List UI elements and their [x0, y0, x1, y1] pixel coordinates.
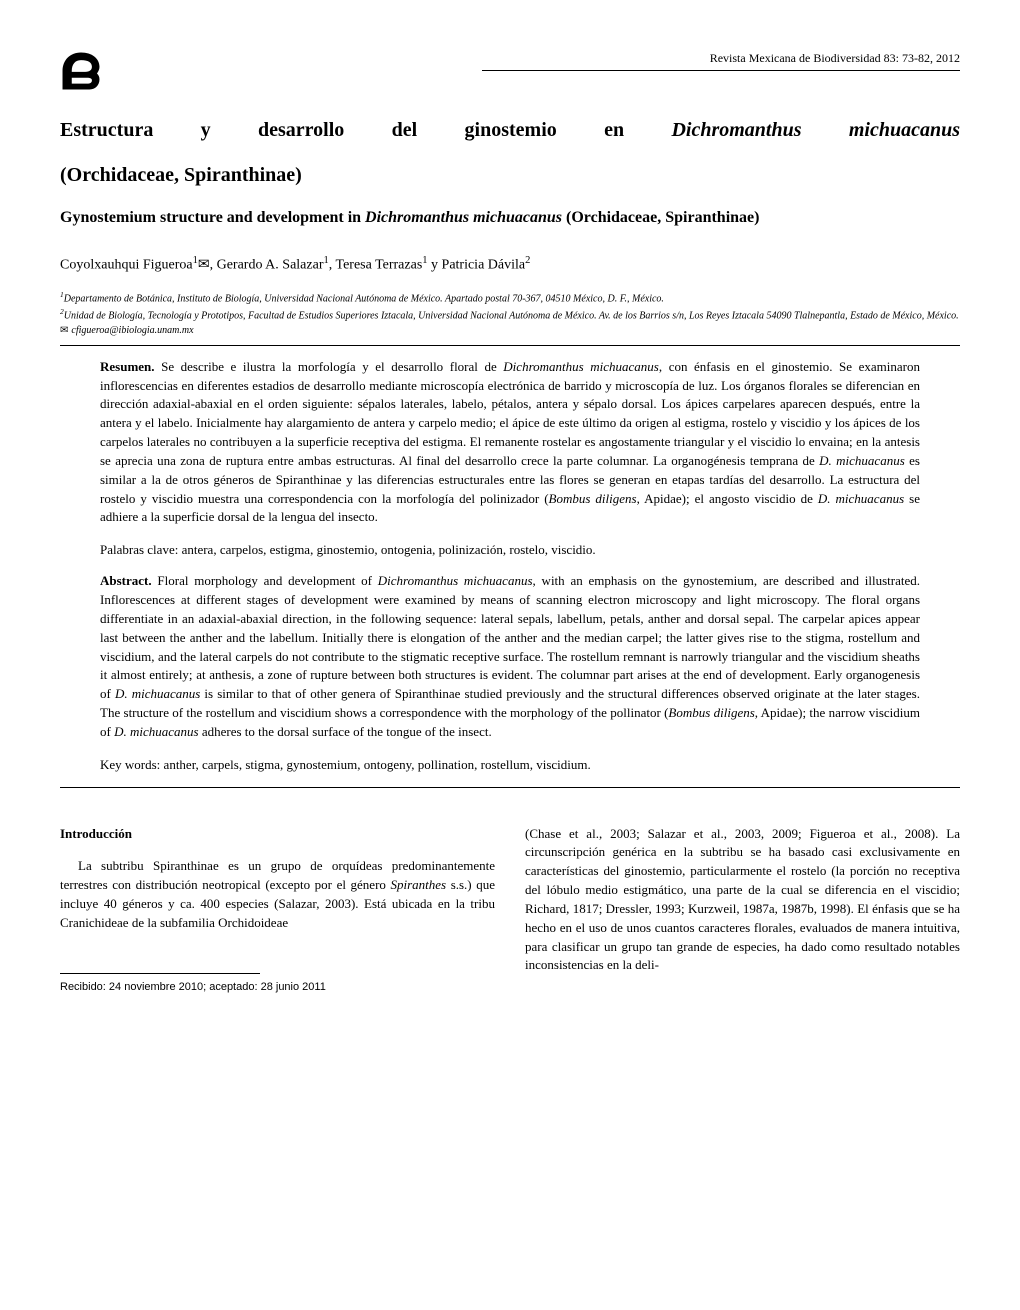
title-es-line2: (Orchidaceae, Spiranthinae) — [60, 162, 960, 189]
title-es-text: Estructura y desarrollo del ginostemio e… — [60, 119, 671, 141]
title-en-species: Dichromanthus michuacanus — [365, 209, 562, 226]
page-header: Revista Mexicana de Biodiversidad 83: 73… — [60, 50, 960, 92]
abstract-label: Abstract. — [100, 573, 152, 588]
resumen-label: Resumen. — [100, 359, 155, 374]
author-sep1: , Gerardo A. Salazar — [210, 257, 324, 272]
resumen-t1: Se describe e ilustra la morfología y el… — [155, 359, 504, 374]
abstract-i2: D. michuacanus — [115, 686, 200, 701]
resumen-i1: Dichromanthus michuacanus — [503, 359, 659, 374]
author-sep3: y Patricia Dávila — [428, 257, 526, 272]
title-es-species: Dichromanthus michuacanus — [671, 119, 960, 141]
intro-p1-i1: Spiranthes — [390, 877, 446, 892]
abstract-i4: D. michuacanus — [114, 724, 199, 739]
title-en-text2: (Orchidaceae, Spiranthinae) — [562, 209, 759, 226]
received-accepted-dates: Recibido: 24 noviembre 2010; aceptado: 2… — [60, 980, 495, 996]
right-column: (Chase et al., 2003; Salazar et al., 200… — [525, 825, 960, 996]
affiliation-1: 1Departamento de Botánica, Instituto de … — [60, 290, 960, 305]
resumen-i2: D. michuacanus — [819, 453, 905, 468]
title-english: Gynostemium structure and development in… — [60, 207, 960, 229]
abstract-t1: Floral morphology and development of — [152, 573, 378, 588]
intro-paragraph-1: La subtribu Spiranthinae es un grupo de … — [60, 857, 495, 932]
author-sep2: , Teresa Terrazas — [329, 257, 423, 272]
affiliation-2: 2Unidad de Biología, Tecnología y Protot… — [60, 307, 960, 322]
author-4-sup: 2 — [525, 255, 530, 266]
title-spanish: Estructura y desarrollo del ginostemio e… — [60, 117, 960, 189]
intro-paragraph-2: (Chase et al., 2003; Salazar et al., 200… — [525, 825, 960, 976]
abstract-i3: Bombus diligens — [668, 705, 754, 720]
affil-1-text: Departamento de Botánica, Instituto de B… — [64, 293, 664, 304]
journal-logo — [60, 50, 102, 92]
resumen-i3: Bombus diligens — [549, 491, 637, 506]
title-en-text1: Gynostemium structure and development in — [60, 209, 365, 226]
recibido-divider — [60, 973, 260, 974]
author-1: Coyolxauhqui Figueroa — [60, 257, 193, 272]
keywords-line: Key words: anther, carpels, stigma, gyno… — [60, 756, 960, 775]
envelope-icon: ✉ — [198, 257, 210, 272]
resumen-t4: , Apidae); el angosto viscidio de — [637, 491, 818, 506]
left-column: Introducción La subtribu Spiranthinae es… — [60, 825, 495, 996]
palabras-clave: Palabras clave: antera, carpelos, estigm… — [60, 541, 960, 560]
journal-reference: Revista Mexicana de Biodiversidad 83: 73… — [482, 50, 960, 71]
email-text: cfigueroa@ibiologia.unam.mx — [71, 325, 193, 336]
abstract-t2: , with an emphasis on the gynostemium, a… — [100, 573, 920, 701]
abstract-i1: Dichromanthus michuacanus — [378, 573, 533, 588]
abstract-t5: adheres to the dorsal surface of the ton… — [199, 724, 492, 739]
body-columns: Introducción La subtribu Spiranthinae es… — [60, 825, 960, 996]
authors-line: Coyolxauhqui Figueroa1✉, Gerardo A. Sala… — [60, 253, 960, 276]
abstract-block: Abstract. Floral morphology and developm… — [60, 572, 960, 742]
resumen-i4: D. michuacanus — [818, 491, 904, 506]
resumen-t2: , con énfasis en el ginostemio. Se exami… — [100, 359, 920, 468]
corresponding-email: ✉cfigueroa@ibiologia.unam.mx — [60, 324, 960, 339]
affil-2-text: Unidad de Biología, Tecnología y Prototi… — [64, 310, 959, 321]
divider-top — [60, 345, 960, 346]
envelope-icon: ✉ — [60, 324, 68, 339]
divider-bottom — [60, 787, 960, 788]
introduction-heading: Introducción — [60, 825, 495, 844]
resumen-block: Resumen. Se describe e ilustra la morfol… — [60, 358, 960, 528]
